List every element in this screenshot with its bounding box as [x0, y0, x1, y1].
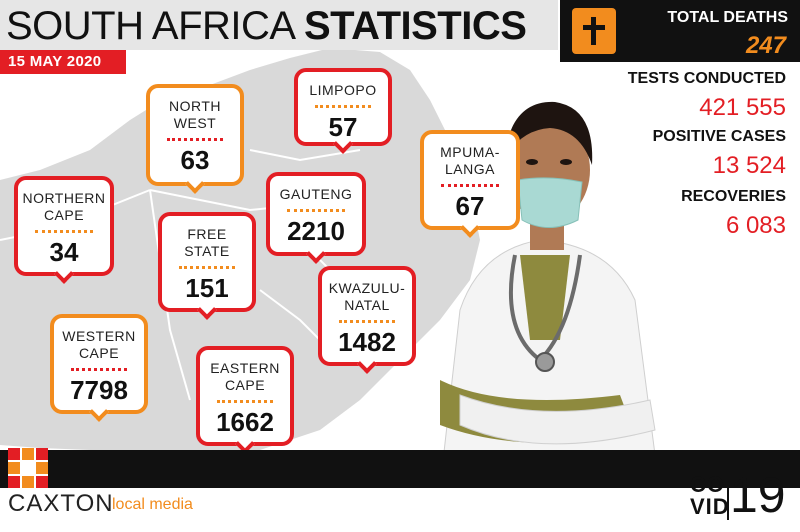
recoveries-label: RECOVERIES	[681, 188, 786, 205]
covid-logo-number: 19	[730, 467, 786, 523]
callout-kwazulu-natal: KWAZULU- NATAL 1482	[318, 266, 416, 374]
covid-logo-divider	[727, 474, 729, 520]
callout-northern-cape: NORTHERN CAPE 34	[14, 176, 114, 284]
caxton-brand: CAXTON	[8, 490, 114, 517]
positive-cases-label: POSITIVE CASES	[652, 128, 786, 145]
date-badge: 15 MAY 2020	[0, 50, 126, 74]
callout-mpumalanga: MPUMA- LANGA 67	[420, 130, 520, 238]
total-deaths-label: TOTAL DEATHS	[667, 9, 788, 26]
cross-icon	[572, 8, 616, 54]
tests-conducted-value: 421 555	[699, 94, 786, 121]
covid-logo-text: CO VID	[690, 472, 730, 519]
callout-eastern-cape: EASTERN CAPE 1662	[196, 346, 294, 454]
positive-cases-value: 13 524	[712, 152, 786, 179]
callout-limpopo: LIMPOPO 57	[294, 68, 392, 154]
recoveries-value: 6 083	[725, 212, 786, 239]
total-deaths-value: 247	[745, 32, 786, 59]
caxton-logo-icon	[8, 448, 48, 488]
callout-western-cape: WESTERN CAPE 7798	[50, 314, 148, 422]
tests-conducted-label: TESTS CONDUCTED	[627, 70, 786, 87]
callout-gauteng: GAUTENG 2210	[266, 172, 366, 264]
bottom-white-band	[0, 488, 800, 532]
local-media-brand: local media	[112, 496, 193, 513]
page-title: SOUTH AFRICA STATISTICS	[6, 4, 527, 48]
callout-free-state: FREE STATE 151	[158, 212, 256, 320]
title-bar	[0, 0, 558, 50]
callout-north-west: NORTH WEST 63	[146, 84, 244, 194]
